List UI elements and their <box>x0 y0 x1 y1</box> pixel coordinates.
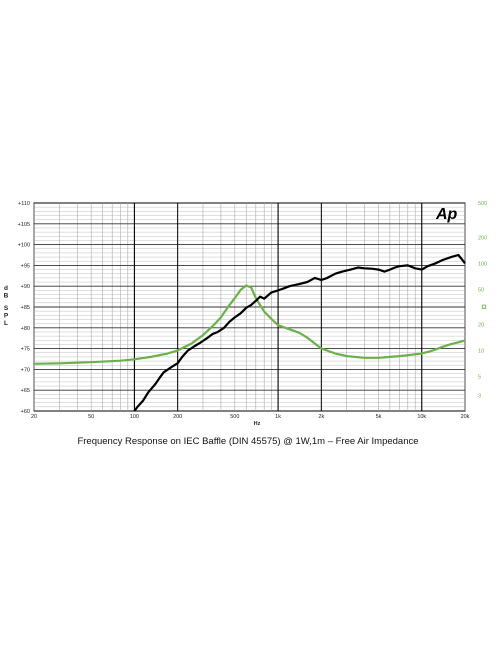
y-tick-label-right: 5 <box>478 374 481 380</box>
y-tick-label-left: +65 <box>21 388 30 394</box>
x-tick-label: 5k <box>376 414 382 420</box>
y-tick-label-left: +100 <box>18 243 30 249</box>
y-tick-label-left: +90 <box>21 284 30 290</box>
y-tick-label-right: 100 <box>478 262 487 268</box>
y-tick-label-right: 200 <box>478 236 487 242</box>
impedance-line <box>33 284 466 365</box>
x-tick-label: 200 <box>173 414 182 420</box>
x-tick-label: 50 <box>88 414 94 420</box>
y-tick-label-left: +105 <box>18 222 30 228</box>
y-axis-label-char: d <box>4 285 8 292</box>
y-axis-right-label: Ω <box>481 304 486 311</box>
y-axis-right-ticks: 3 5 10 20 50 100 200 500 <box>478 201 487 400</box>
y-axis-label-char: S <box>4 305 9 312</box>
y-axis-left-ticks: +60 +65 +70 +75 +80 +85 +90 +95 +100 +105 +110 <box>18 201 30 415</box>
y-axis-label-char: B <box>4 293 9 300</box>
y-tick-label-left: +75 <box>21 347 30 353</box>
y-tick-label-right: 500 <box>478 201 487 207</box>
y-tick-label-left: +85 <box>21 305 30 311</box>
y-tick-label-right: 20 <box>478 322 484 328</box>
x-tick-label: 1k <box>275 414 281 420</box>
logo: Ap <box>435 206 458 223</box>
y-axis-label-char: L <box>4 320 8 327</box>
x-axis-ticks: 20 50 100 200 500 1k 2k 5k 10k 20k <box>31 414 470 420</box>
y-tick-label-right: 10 <box>478 348 484 354</box>
x-tick-label: 2k <box>318 414 324 420</box>
y-tick-label-left: +70 <box>21 367 30 373</box>
spl-line <box>133 253 466 412</box>
x-tick-label: 20k <box>461 414 470 420</box>
y-tick-label-left: +95 <box>21 263 30 269</box>
x-tick-label: 10k <box>417 414 426 420</box>
x-tick-label: 20 <box>31 414 37 420</box>
x-axis-label: Hz <box>254 421 261 427</box>
chart-caption: Frequency Response on IEC Baffle (DIN 45… <box>77 436 419 447</box>
y-tick-label-left: +80 <box>21 326 30 332</box>
y-tick-label-left: +60 <box>21 409 30 415</box>
y-tick-label-left: +110 <box>18 201 30 207</box>
y-axis-label-char: P <box>4 313 9 320</box>
x-tick-label: 500 <box>230 414 239 420</box>
y-tick-label-right: 50 <box>478 288 484 294</box>
x-tick-label: 100 <box>130 414 139 420</box>
y-tick-label-right: 3 <box>478 394 481 400</box>
